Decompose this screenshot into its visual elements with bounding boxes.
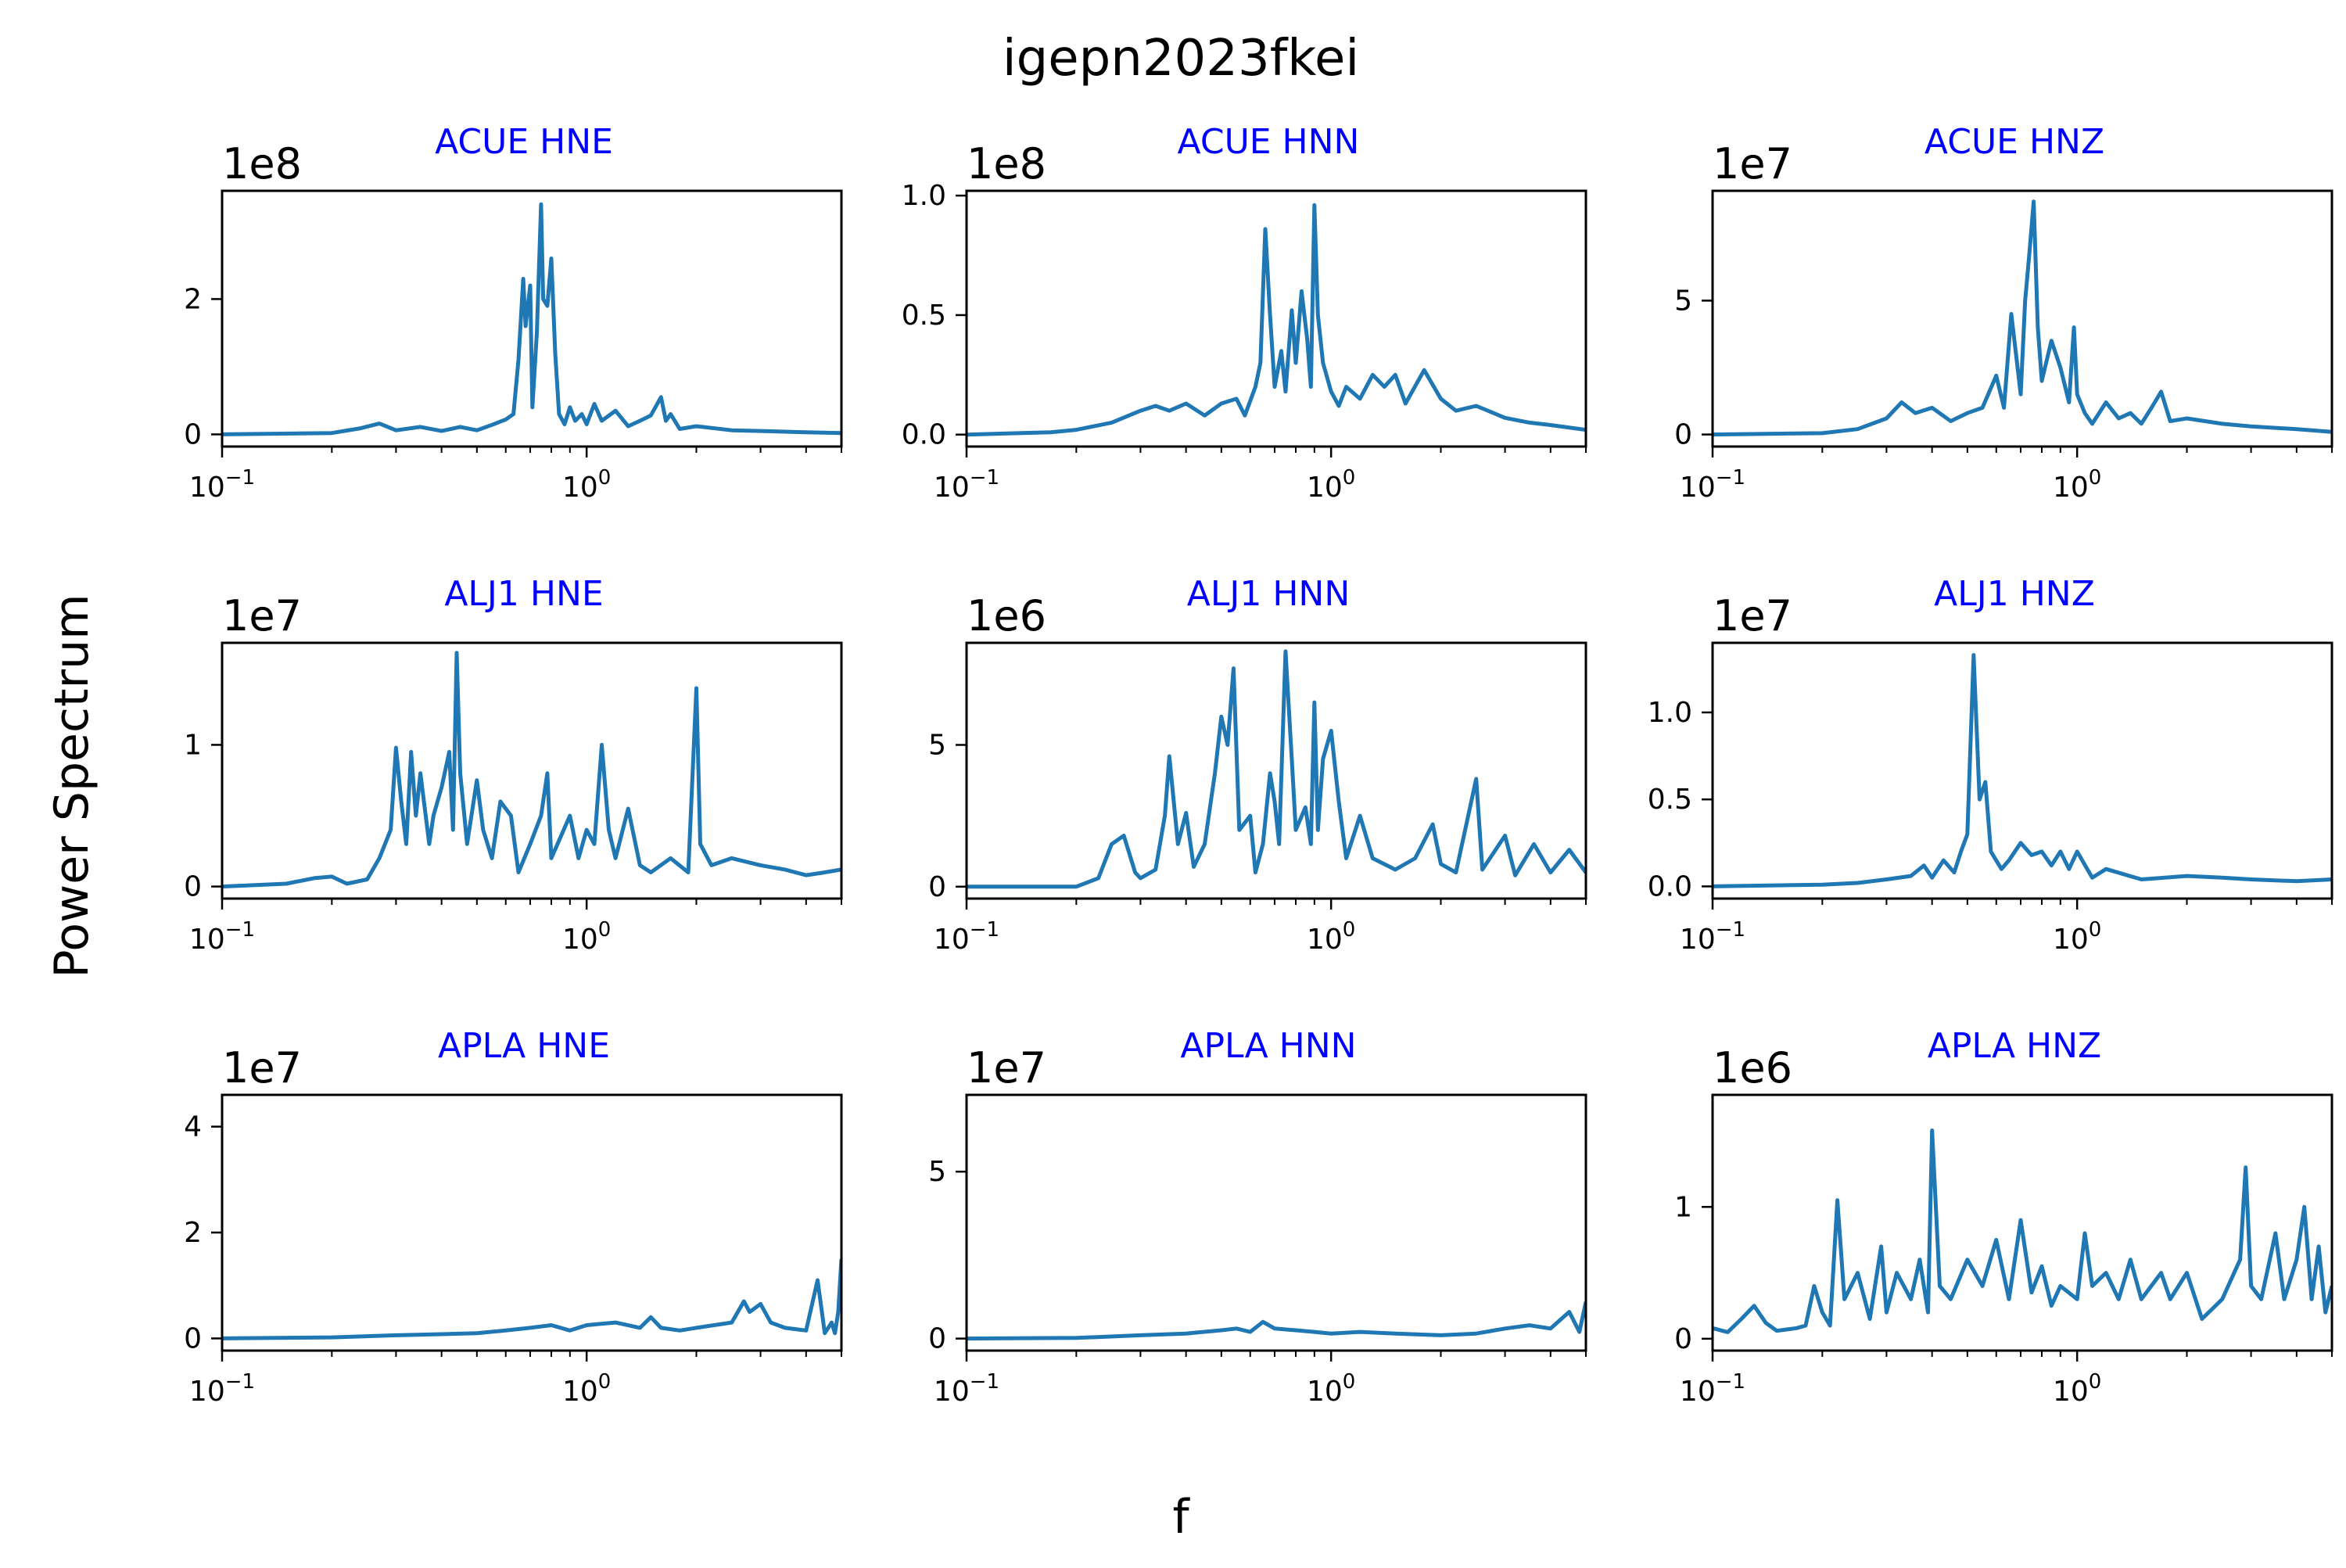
x-tick-label: 10−1 [1680,1370,1745,1408]
series-line [967,1301,1586,1341]
axes-frame [1711,189,2333,448]
x-tick-label: 10−1 [189,1370,255,1408]
series-line [967,203,1586,437]
y-tick-label: 1.0 [1648,697,1692,729]
y-tick-label: 1 [184,729,202,761]
y-tick-label: 0 [184,1322,202,1355]
axes-frame [221,189,843,448]
x-tick-label: 10−1 [934,918,999,956]
axes-frame [965,1093,1587,1352]
x-tick-label: 100 [2053,918,2101,956]
subplot: 10−1 100 0 1 1e6 APLA HNZ [1674,1026,2333,1408]
x-tick-label: 100 [1307,466,1355,504]
subplot-title: APLA HNN [1180,1026,1356,1066]
subplot-title: ALJ1 HNN [1187,574,1350,614]
subplot-title: ALJ1 HNE [444,574,603,614]
x-tick-label: 100 [562,1370,611,1408]
y-tick-label: 0.5 [902,300,946,332]
y-tick-label: 4 [184,1111,202,1143]
x-tick-label: 10−1 [934,1370,999,1408]
y-offset-text: 1e8 [222,139,302,188]
subplot: 10−1 100 0 2 4 1e7 APLA HNE [184,1026,843,1408]
y-tick-label: 0 [928,1323,946,1355]
figure-title: igepn2023fkei [1003,30,1359,88]
y-tick-label: 1.0 [902,180,946,212]
series-line [222,1258,841,1340]
series-line [222,202,841,436]
y-offset-text: 1e7 [1713,139,1792,188]
x-tick-label: 10−1 [1680,466,1745,504]
subplot-title: APLA HNE [438,1026,610,1066]
series-line [967,649,1586,889]
figure-ylabel: Power Spectrum [45,594,99,978]
x-tick-label: 10−1 [189,466,255,504]
x-tick-label: 100 [1307,1370,1355,1408]
subplot-title: ACUE HNN [1178,122,1360,162]
x-tick-label: 10−1 [1680,918,1745,956]
axes-frame [965,189,1587,448]
subplot-title: ACUE HNZ [1925,122,2104,162]
y-tick-label: 1 [1674,1191,1692,1223]
subplot: 10−1 100 0 2 1e8 ACUE HNE [184,122,843,504]
y-tick-label: 0 [184,871,202,903]
subplot: 10−1 100 0 1 1e7 ALJ1 HNE [184,574,843,956]
y-offset-text: 1e6 [1713,1043,1792,1093]
x-tick-label: 100 [562,466,611,504]
series-line [1713,1128,2332,1334]
x-tick-label: 10−1 [934,466,999,504]
y-tick-label: 2 [184,1217,202,1249]
subplot-title: ALJ1 HNZ [1934,574,2095,614]
axes-frame [221,641,843,900]
series-line [1713,653,2332,888]
x-tick-label: 100 [2053,466,2101,504]
y-tick-label: 0.0 [902,419,946,451]
y-tick-label: 0.5 [1648,784,1692,816]
y-offset-text: 1e6 [967,591,1046,640]
subplot: 10−1 100 0 5 1e7 ACUE HNZ [1674,122,2333,504]
y-tick-label: 5 [928,1156,946,1188]
y-tick-label: 0 [1674,1323,1692,1355]
y-tick-label: 5 [1674,285,1692,317]
y-tick-label: 5 [928,730,946,762]
y-offset-text: 1e7 [967,1043,1046,1093]
figure-xlabel: f [1172,1490,1190,1545]
y-tick-label: 0.0 [1648,870,1692,902]
x-tick-label: 10−1 [189,918,255,956]
y-offset-text: 1e7 [1713,591,1792,640]
subplot: 10−1 100 0.0 0.5 1.0 1e8 ACUE HNN [902,122,1587,504]
y-tick-label: 0 [928,871,946,903]
axes-frame [1711,641,2333,900]
y-tick-label: 0 [184,418,202,450]
subplot-title: ACUE HNE [435,122,613,162]
subplot: 10−1 100 0 5 1e6 ALJ1 HNN [928,574,1587,956]
subplot-title: APLA HNZ [1928,1026,2101,1066]
x-tick-label: 100 [562,918,611,956]
series-line [222,651,841,889]
axes-frame [965,641,1587,900]
y-offset-text: 1e7 [222,1043,302,1093]
y-tick-label: 2 [184,283,202,315]
series-line [1713,199,2332,437]
subplot: 10−1 100 0.0 0.5 1.0 1e7 ALJ1 HNZ [1648,574,2333,956]
y-offset-text: 1e7 [222,591,302,640]
axes-frame [221,1093,843,1352]
subplot: 10−1 100 0 5 1e7 APLA HNN [928,1026,1587,1408]
x-tick-label: 100 [1307,918,1355,956]
y-offset-text: 1e8 [967,139,1046,188]
axes-frame [1711,1093,2333,1352]
x-tick-label: 100 [2053,1370,2101,1408]
y-tick-label: 0 [1674,419,1692,451]
